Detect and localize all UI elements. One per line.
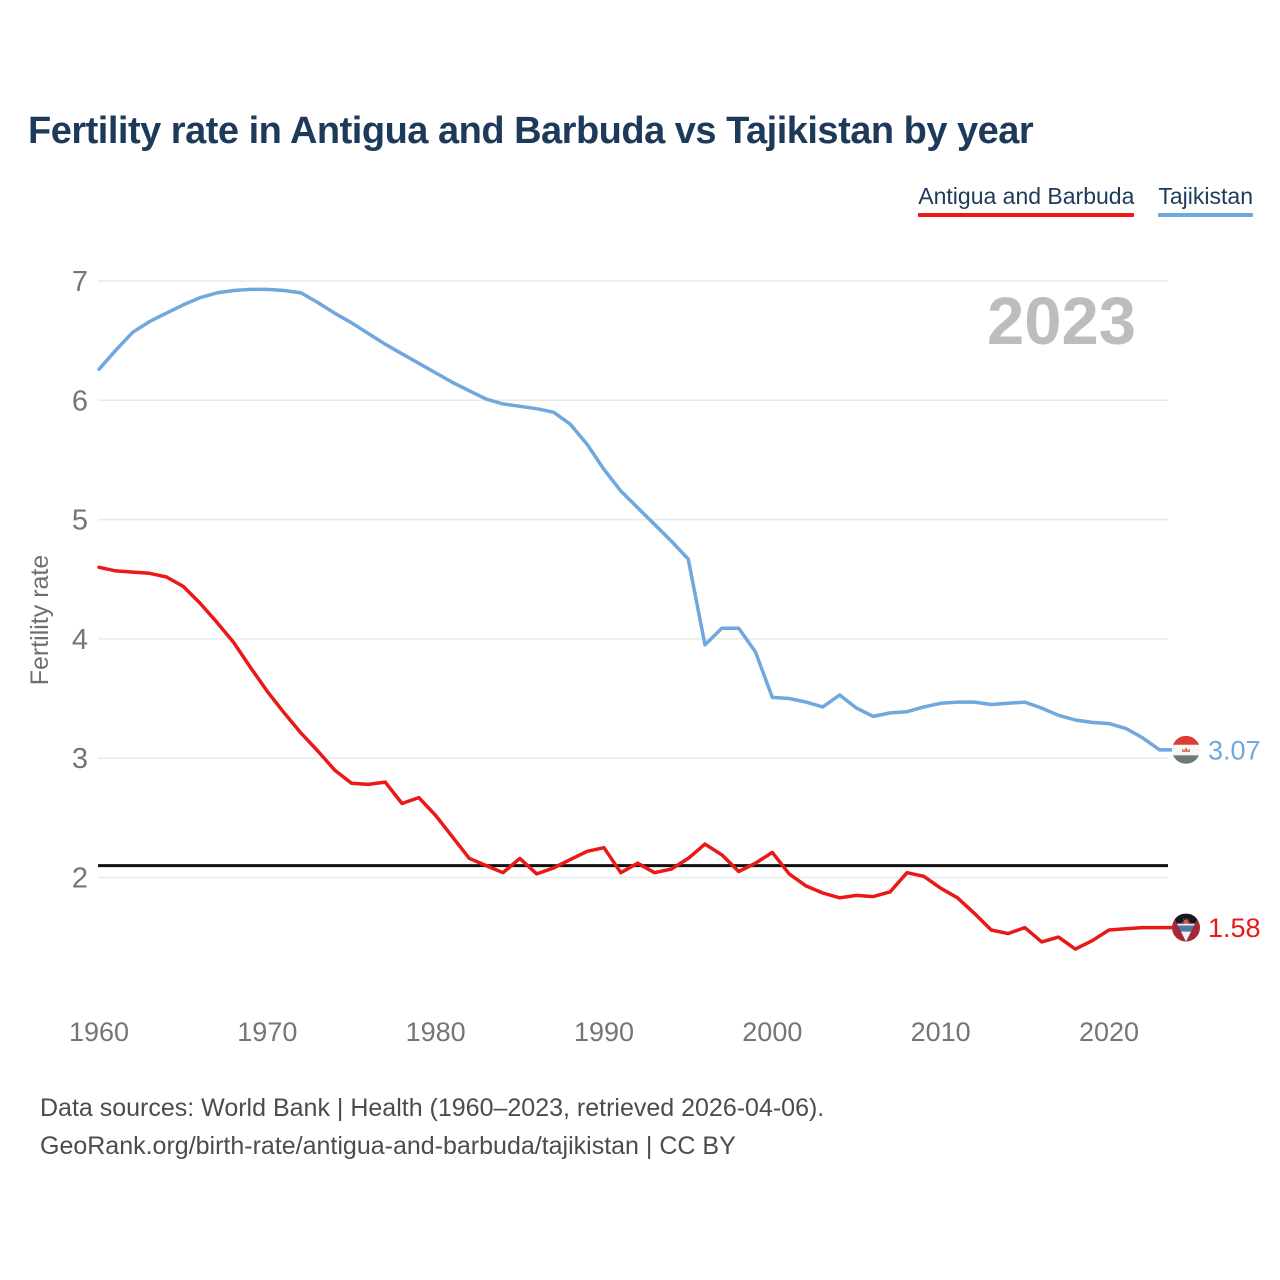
legend-item-antigua-and-barbuda[interactable]: Antigua and Barbuda — [918, 183, 1135, 218]
end-value-antigua-and-barbuda: 1.58 — [1208, 913, 1261, 943]
page-title: Fertility rate in Antigua and Barbuda vs… — [28, 110, 1034, 152]
legend-label: Tajikistan — [1158, 183, 1253, 209]
data-source-note: Data sources: World Bank | Health (1960–… — [40, 1090, 824, 1165]
tajikistan-flag — [1172, 735, 1200, 764]
x-tick-label: 2010 — [911, 1017, 971, 1047]
legend-item-tajikistan[interactable]: Tajikistan — [1158, 183, 1253, 218]
x-tick-label: 1970 — [237, 1017, 297, 1047]
x-tick-label: 1960 — [69, 1017, 129, 1047]
y-tick-label: 5 — [72, 505, 88, 537]
end-value-tajikistan: 3.07 — [1208, 735, 1261, 765]
y-tick-label: 6 — [72, 385, 88, 417]
y-tick-label: 4 — [72, 624, 88, 656]
antigua-and-barbuda-flag — [1172, 913, 1200, 942]
legend-underline — [1158, 213, 1253, 218]
legend-underline — [918, 213, 1135, 218]
y-tick-label: 2 — [72, 863, 88, 895]
legend: Antigua and Barbuda Tajikistan — [918, 183, 1253, 218]
series-line-tajikistan — [97, 287, 1162, 752]
x-tick-label: 2000 — [742, 1017, 802, 1047]
watermark-year: 2023 — [987, 284, 1136, 359]
series-line-antigua-and-barbuda — [97, 565, 1162, 951]
x-tick-label: 2020 — [1079, 1017, 1139, 1047]
y-axis-title: Fertility rate — [26, 555, 54, 686]
y-tick-label: 3 — [72, 743, 88, 775]
y-tick-label: 7 — [72, 266, 88, 298]
attribution-line: GeoRank.org/birth-rate/antigua-and-barbu… — [40, 1131, 736, 1160]
source-line: Data sources: World Bank | Health (1960–… — [40, 1094, 825, 1122]
x-tick-label: 1980 — [406, 1017, 466, 1047]
x-tick-label: 1990 — [574, 1017, 634, 1047]
legend-label: Antigua and Barbuda — [918, 183, 1135, 209]
